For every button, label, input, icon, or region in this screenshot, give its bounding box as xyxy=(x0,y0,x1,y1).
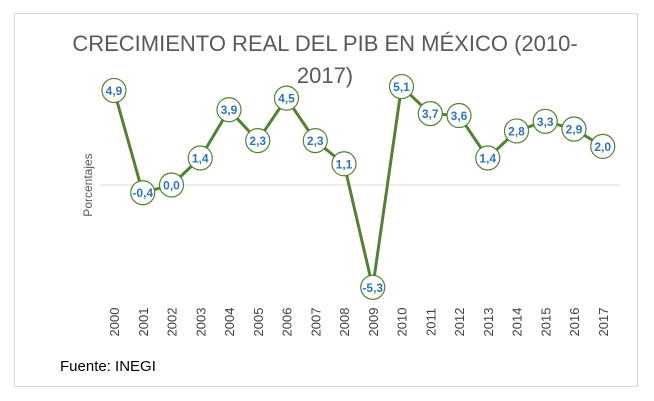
x-tick-label: 2002 xyxy=(165,308,180,337)
data-point-marker xyxy=(360,274,386,300)
data-label: 5,1 xyxy=(393,80,410,94)
data-label: 3,6 xyxy=(451,109,468,123)
data-label: 3,3 xyxy=(537,115,554,129)
x-tick-label: 2000 xyxy=(107,308,122,337)
data-point-marker xyxy=(331,151,357,177)
series-line xyxy=(112,85,604,289)
data-label: 3,7 xyxy=(422,107,439,121)
x-tick-label: 2008 xyxy=(337,308,352,337)
data-label: -5,3 xyxy=(362,281,383,295)
data-label: 4,9 xyxy=(106,84,123,98)
data-point-marker xyxy=(273,85,300,111)
data-point-marker xyxy=(216,97,242,123)
data-label: 3,9 xyxy=(221,103,238,117)
source-note: Fuente: INEGI xyxy=(60,358,156,375)
chart-frame xyxy=(14,13,638,387)
data-label: 4,5 xyxy=(278,92,295,106)
x-tick-label: 2013 xyxy=(481,308,496,337)
data-point-marker xyxy=(503,118,530,144)
data-point-marker xyxy=(532,108,558,134)
data-label: -0,4 xyxy=(132,186,153,200)
data-label: 2,3 xyxy=(249,134,266,148)
x-tick-label: 2006 xyxy=(280,308,295,337)
data-point-marker xyxy=(561,116,587,142)
data-point-marker xyxy=(245,128,271,154)
x-tick-label: 2011 xyxy=(423,308,438,336)
chart-title: CRECIMIENTO REAL DEL PIB EN MÉXICO (2010… xyxy=(72,31,578,88)
data-point-marker xyxy=(446,102,472,129)
data-label: 2,0 xyxy=(594,140,611,154)
data-point-marker xyxy=(302,128,328,154)
data-label: 1,4 xyxy=(192,151,209,165)
data-point-marker xyxy=(187,145,213,171)
x-tick-label: 2015 xyxy=(538,308,553,337)
x-tick-label: 2007 xyxy=(308,308,323,337)
x-tick-label: 2016 xyxy=(567,308,582,337)
data-label: 2,3 xyxy=(307,134,324,148)
x-tick-label: 2009 xyxy=(366,308,381,337)
data-label: 1,1 xyxy=(336,157,353,171)
x-tick-label: 2014 xyxy=(510,308,525,337)
data-point-marker xyxy=(130,180,156,206)
data-label: 2,8 xyxy=(508,124,525,138)
x-tick-label: 2005 xyxy=(251,308,266,337)
x-tick-label: 2003 xyxy=(193,308,208,337)
x-tick-label: 2004 xyxy=(222,308,237,337)
data-point-marker xyxy=(475,145,501,171)
data-point-marker xyxy=(590,133,616,159)
data-point-marker xyxy=(417,100,443,127)
data-point-marker xyxy=(388,73,415,100)
x-tick-label: 2010 xyxy=(395,308,410,337)
x-tick-label: 2012 xyxy=(452,308,467,337)
y-axis-label: Porcentajes xyxy=(81,153,95,216)
data-label: 2,9 xyxy=(566,123,583,137)
data-label: 1,4 xyxy=(479,151,496,165)
x-tick-label: 2017 xyxy=(596,308,611,337)
data-point-marker xyxy=(158,172,185,198)
data-label: 0,0 xyxy=(163,179,180,193)
x-tick-label: 2001 xyxy=(136,308,151,337)
data-point-marker xyxy=(101,77,127,104)
